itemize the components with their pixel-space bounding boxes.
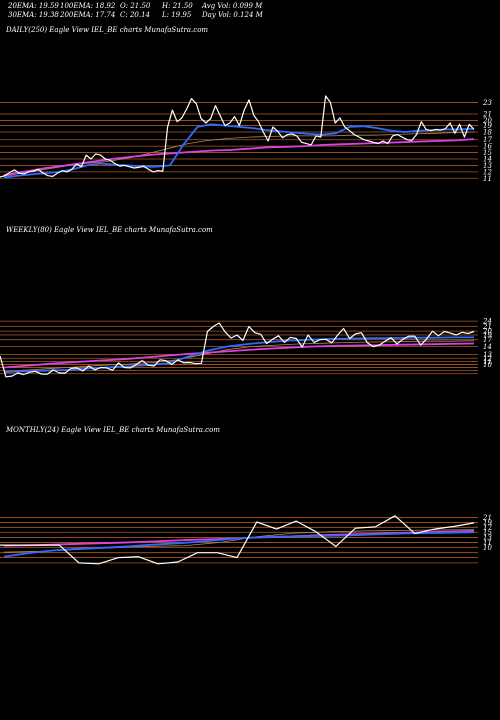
- weekly-y-tick-label: 17: [483, 336, 492, 344]
- daily-y-tick-label: 12: [483, 168, 492, 176]
- high-readout: H: 21.50: [162, 2, 193, 10]
- monthly-ema-fast-line: [3, 531, 475, 558]
- daily-y-tick-label: 17: [483, 136, 492, 144]
- daily-chart-caption: DAILY(250) Eagle View IEL_BE charts Muna…: [6, 26, 209, 34]
- daily-y-tick-label: 23: [482, 99, 492, 107]
- daily-y-tick-label: 15: [483, 149, 492, 157]
- ema30-readout: 30EMA: 19.38: [8, 11, 59, 19]
- daily-y-tick-label: 14: [483, 156, 492, 164]
- daily-y-tick-label: 19: [483, 122, 492, 130]
- weekly-ema-slow-line: [3, 342, 475, 369]
- monthly-y-tick-label: 13: [483, 534, 492, 542]
- weekly-y-tick-label: 10: [483, 361, 492, 369]
- daily-price-line: [0, 95, 475, 178]
- avg-vol-readout: Avg Vol: 0.099 M: [202, 2, 263, 10]
- weekly-price-line: [0, 322, 475, 378]
- low-readout: L: 19.95: [162, 11, 192, 19]
- monthly-y-tick-label: 10: [483, 544, 492, 552]
- monthly-y-tick-label: 11: [483, 539, 492, 547]
- day-vol-readout: Day Vol: 0.124 M: [202, 11, 263, 19]
- daily-y-tick-label: 18: [483, 129, 492, 137]
- close-readout: C: 20.14: [120, 11, 150, 19]
- ema20-readout: 20EMA: 19.59: [8, 2, 59, 10]
- monthly-y-tick-label: 21: [482, 514, 492, 522]
- monthly-y-tick-label: 17: [483, 524, 492, 532]
- weekly-y-tick-label: 21: [482, 323, 492, 331]
- open-readout: O: 21.50: [120, 2, 151, 10]
- ema100-readout: 100EMA: 18.92: [60, 2, 116, 10]
- weekly-y-tick-label: 19: [483, 332, 492, 340]
- monthly-chart-caption: MONTHLY(24) Eagle View IEL_BE charts Mun…: [6, 426, 220, 434]
- weekly-y-tick-label: 13: [483, 351, 492, 359]
- weekly-y-tick-label: 11: [483, 358, 492, 366]
- monthly-price-line: [0, 515, 475, 565]
- monthly-y-tick-label: 15: [483, 529, 492, 537]
- daily-y-tick-label: 21: [482, 111, 492, 119]
- weekly-ema-mid-line: [3, 340, 475, 372]
- daily-ema-fast-line: [3, 123, 475, 179]
- weekly-chart-caption: WEEKLY(80) Eagle View IEL_BE charts Muna…: [6, 226, 213, 234]
- monthly-y-tick-label: 19: [483, 519, 492, 527]
- weekly-y-tick-label: 12: [483, 355, 492, 363]
- daily-y-tick-label: 11: [483, 175, 492, 183]
- daily-y-tick-label: 16: [483, 143, 492, 151]
- weekly-y-tick-label: 20: [482, 328, 492, 336]
- daily-y-tick-label: 20: [482, 117, 492, 125]
- weekly-y-tick-label: 24: [482, 318, 492, 326]
- ema200-readout: 200EMA: 17.74: [60, 11, 116, 19]
- daily-y-tick-label: 13: [483, 162, 492, 170]
- weekly-ema-fast-line: [3, 336, 474, 374]
- weekly-y-tick-label: 14: [483, 343, 492, 351]
